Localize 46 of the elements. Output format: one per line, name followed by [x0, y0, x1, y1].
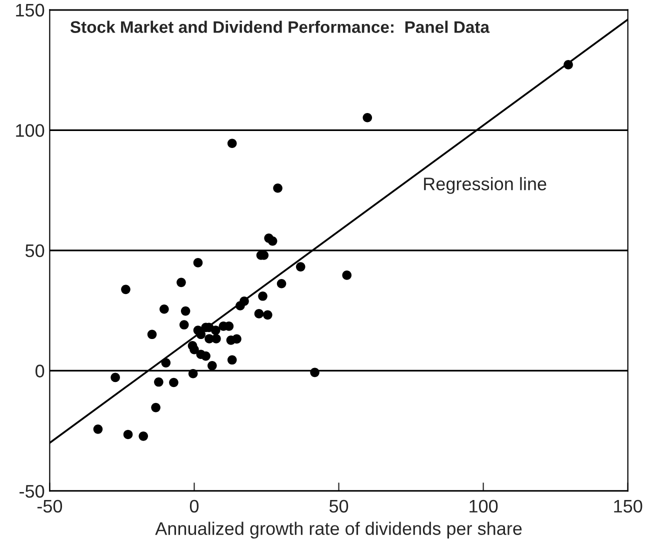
point	[227, 138, 237, 148]
point	[190, 344, 199, 354]
y-tick-label: 150	[16, 4, 44, 17]
y-tick-label: 0	[36, 364, 44, 378]
point	[179, 320, 189, 330]
point	[193, 258, 203, 268]
point	[93, 424, 103, 434]
x-tick-label: -50	[37, 500, 62, 513]
point	[176, 278, 186, 288]
x-tick-label: 50	[329, 500, 348, 513]
point	[210, 326, 220, 335]
point	[169, 378, 178, 388]
point	[276, 278, 286, 288]
point	[232, 334, 242, 344]
point	[342, 270, 352, 280]
x-tick-label: 0	[190, 500, 199, 513]
point	[160, 304, 169, 314]
point	[123, 430, 133, 440]
point	[227, 355, 237, 365]
point	[154, 377, 164, 387]
point	[180, 306, 190, 316]
x-tick-label: 100	[470, 500, 498, 513]
y-tick-label: 50	[25, 244, 44, 258]
point	[273, 183, 282, 193]
point	[121, 284, 130, 294]
y-tick-label: -50	[20, 484, 44, 498]
x-tick-label: 150	[614, 500, 642, 513]
point	[188, 368, 198, 378]
point	[263, 310, 272, 320]
point	[147, 330, 157, 340]
point	[208, 361, 217, 370]
text: Stock Market and Dividend Performance: Panel Data	[70, 20, 490, 33]
y-tick-label: 100	[16, 124, 44, 137]
point	[151, 402, 160, 412]
point	[268, 236, 278, 246]
annotation: Regression line	[424, 177, 546, 194]
point	[254, 309, 264, 318]
point	[310, 368, 320, 378]
point	[110, 372, 120, 382]
point	[258, 291, 268, 301]
point	[296, 262, 306, 272]
x-axis-title: Annualized growth rate of dividends per share	[155, 522, 522, 539]
point	[212, 334, 221, 344]
point	[362, 112, 372, 122]
point	[138, 432, 148, 441]
point	[201, 351, 210, 361]
